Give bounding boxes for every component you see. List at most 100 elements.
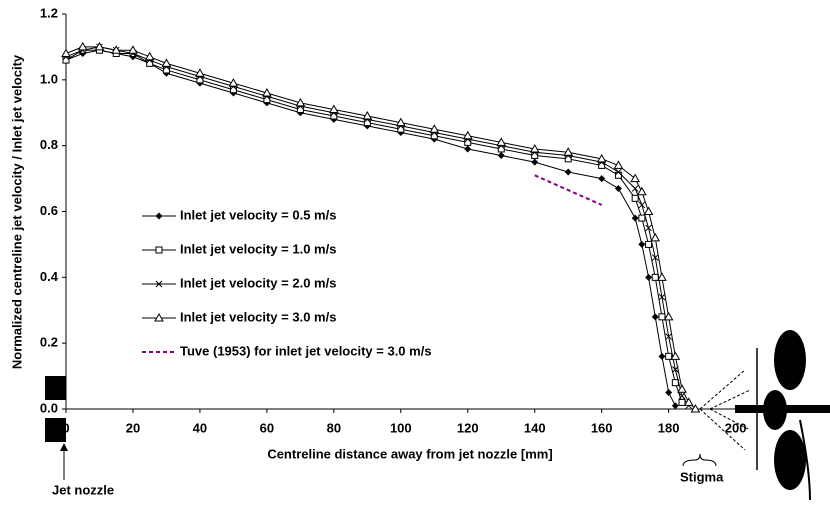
- marker: [328, 104, 339, 113]
- marker: [665, 352, 673, 360]
- y-axis-label: Normalized centreline jet velocity / Inl…: [9, 54, 24, 369]
- marker: [330, 112, 338, 120]
- marker: [429, 124, 440, 133]
- x-tick-label: 180: [658, 420, 680, 435]
- marker: [564, 155, 572, 163]
- marker: [670, 351, 681, 360]
- marker: [195, 68, 205, 77]
- marker: [497, 152, 505, 160]
- marker: [615, 168, 622, 176]
- marker: [462, 130, 473, 140]
- marker: [464, 138, 472, 146]
- marker: [683, 397, 694, 406]
- x-tick-label: 200: [725, 420, 747, 435]
- y-tick-label: 0.6: [40, 203, 58, 218]
- marker: [563, 147, 574, 156]
- x-tick-label: 100: [390, 420, 412, 435]
- marker: [658, 352, 666, 360]
- y-tick-label: 0.8: [40, 137, 58, 152]
- y-tick-label: 0.4: [40, 269, 59, 284]
- brace: [682, 453, 717, 467]
- y-tick-label: 1.2: [40, 5, 58, 20]
- x-tick-label: 0: [62, 420, 69, 435]
- marker: [154, 312, 164, 322]
- annotation: Stigma: [680, 469, 724, 484]
- marker: [77, 41, 88, 51]
- marker: [665, 389, 673, 397]
- marker: [228, 78, 239, 87]
- marker: [111, 45, 122, 54]
- marker: [651, 254, 659, 261]
- marker: [631, 214, 639, 222]
- marker: [630, 173, 641, 183]
- jet-nozzle-illustration: [45, 376, 66, 442]
- marker: [94, 41, 105, 51]
- y-tick-label: 1.0: [40, 71, 58, 86]
- marker: [657, 272, 667, 281]
- marker: [636, 186, 647, 196]
- marker: [613, 160, 624, 169]
- marker: [162, 66, 170, 74]
- marker: [497, 145, 505, 153]
- marker: [651, 273, 659, 281]
- marker: [61, 48, 71, 57]
- marker: [598, 175, 606, 183]
- marker: [645, 224, 652, 232]
- marker: [295, 97, 306, 107]
- marker: [650, 232, 661, 242]
- legend-label: Inlet jet velocity = 2.0 m/s: [180, 275, 336, 290]
- x-tick-label: 40: [193, 420, 207, 435]
- marker: [564, 168, 572, 176]
- legend-label: Inlet jet velocity = 3.0 m/s: [180, 309, 336, 324]
- marker: [155, 212, 163, 220]
- x-axis-label: Centreline distance away from jet nozzle…: [267, 446, 552, 461]
- legend-label: Inlet jet velocity = 0.5 m/s: [180, 207, 336, 222]
- marker: [678, 398, 686, 406]
- marker: [395, 117, 406, 127]
- marker: [531, 152, 539, 160]
- x-tick-label: 60: [260, 420, 274, 435]
- marker: [614, 184, 622, 192]
- marker: [128, 45, 138, 54]
- x-tick-label: 160: [591, 420, 613, 435]
- marker: [643, 206, 654, 215]
- marker: [529, 143, 540, 153]
- marker: [596, 153, 607, 163]
- marker: [229, 86, 237, 94]
- legend-label: Tuve (1953) for inlet jet velocity = 3.0…: [180, 343, 432, 358]
- marker: [663, 311, 674, 321]
- marker: [161, 58, 172, 67]
- marker: [262, 87, 272, 97]
- marker: [155, 280, 163, 288]
- marker: [638, 214, 646, 222]
- marker: [464, 145, 472, 153]
- marker: [658, 313, 666, 321]
- marker: [363, 119, 371, 127]
- marker: [665, 333, 672, 340]
- x-tick-label: 140: [524, 420, 546, 435]
- x-tick-label: 120: [457, 420, 479, 435]
- x-tick-label: 20: [126, 420, 140, 435]
- marker: [671, 379, 679, 387]
- legend-label: Inlet jet velocity = 1.0 m/s: [180, 241, 336, 256]
- marker: [531, 158, 539, 166]
- marker: [155, 246, 163, 254]
- y-tick-label: 0.0: [40, 400, 58, 415]
- marker: [62, 56, 70, 64]
- marker: [496, 137, 507, 146]
- marker: [397, 125, 405, 133]
- marker: [196, 76, 204, 84]
- marker: [263, 96, 271, 104]
- marker: [614, 171, 622, 179]
- marker: [638, 201, 646, 209]
- y-tick-label: 0.2: [40, 335, 58, 350]
- marker: [658, 293, 666, 301]
- marker: [362, 111, 373, 120]
- marker: [677, 384, 687, 393]
- marker: [631, 194, 639, 202]
- marker: [690, 403, 701, 413]
- marker: [645, 273, 653, 281]
- marker: [144, 51, 155, 61]
- series-line: [534, 174, 603, 206]
